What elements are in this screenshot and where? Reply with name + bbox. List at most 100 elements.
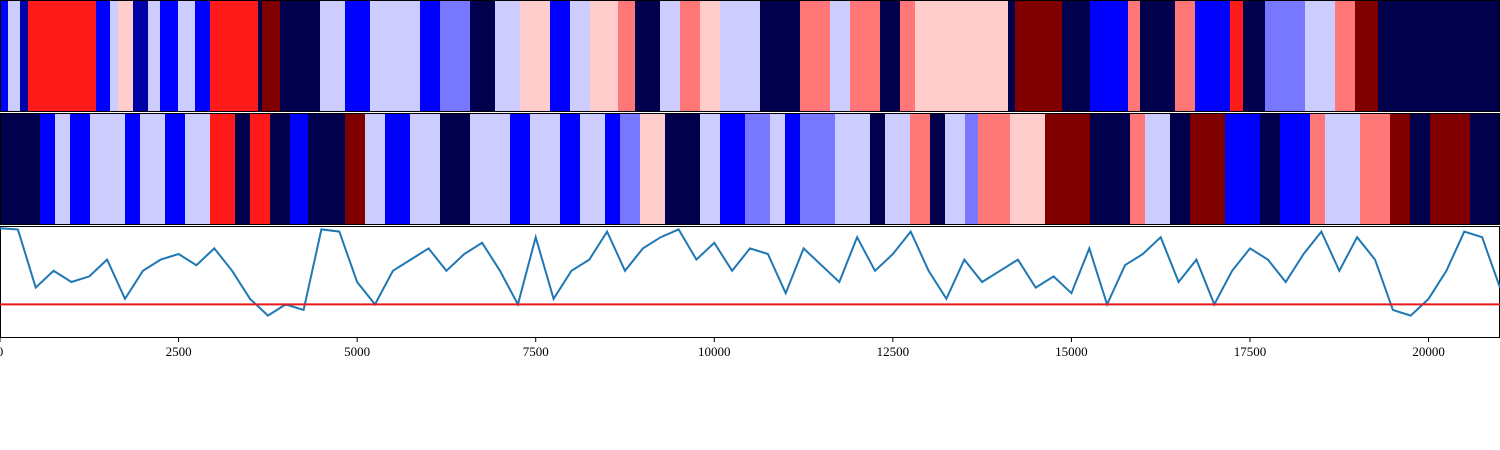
strip-segment xyxy=(258,0,262,112)
strip-segment xyxy=(1010,113,1045,225)
strip-segment xyxy=(0,113,40,225)
strip-segment xyxy=(320,0,345,112)
strip-segment xyxy=(880,0,900,112)
strip-segment xyxy=(1280,113,1310,225)
strip-segment xyxy=(660,0,680,112)
strip-segment xyxy=(560,113,580,225)
strip-segment xyxy=(280,0,320,112)
strip-segment xyxy=(1128,0,1140,112)
x-tick-label: 10000 xyxy=(698,344,731,359)
strip-segment xyxy=(635,0,660,112)
strip-segment xyxy=(520,0,550,112)
strip-segment xyxy=(185,113,210,225)
strip-segment xyxy=(1170,113,1190,225)
strip-segment xyxy=(745,113,770,225)
strip-segment xyxy=(1230,0,1243,112)
strip-segment xyxy=(125,113,140,225)
strip-segment xyxy=(1130,113,1145,225)
strip-segment xyxy=(580,113,605,225)
strip-segment xyxy=(110,0,118,112)
x-tick-label: 15000 xyxy=(1055,344,1088,359)
strip-segment xyxy=(1325,113,1360,225)
strip-segment xyxy=(1045,113,1090,225)
strip-segment xyxy=(850,0,880,112)
plot-frame xyxy=(0,226,1500,338)
strip-segment xyxy=(345,0,370,112)
strip-segment xyxy=(800,0,830,112)
strip-segment xyxy=(410,113,440,225)
strip-segment xyxy=(830,0,850,112)
strip-segment xyxy=(870,113,885,225)
strip-segment xyxy=(1335,0,1355,112)
strip-segment xyxy=(20,0,28,112)
strip-segment xyxy=(720,113,745,225)
strip-segment xyxy=(900,0,915,112)
strip-segment xyxy=(1190,113,1225,225)
strip-segment xyxy=(1243,0,1265,112)
strip-segment xyxy=(55,113,70,225)
strip-segment xyxy=(700,0,720,112)
strip-segment xyxy=(160,0,178,112)
strip-segment xyxy=(370,0,420,112)
strip-segment xyxy=(618,0,635,112)
strip-segment xyxy=(1355,0,1378,112)
strip-segment xyxy=(910,113,930,225)
strip-segment xyxy=(470,113,510,225)
strip-segment xyxy=(800,113,835,225)
x-tick-label: 7500 xyxy=(523,344,549,359)
strip-segment xyxy=(440,113,470,225)
strip-segment xyxy=(945,113,965,225)
strip-segment xyxy=(1225,113,1260,225)
strip-segment xyxy=(1470,113,1500,225)
strip-segment xyxy=(640,113,665,225)
strip-segment xyxy=(1090,113,1130,225)
strip-segment xyxy=(1140,0,1175,112)
strip-segment xyxy=(770,113,785,225)
strip-segment xyxy=(700,113,720,225)
strip-segment xyxy=(620,113,640,225)
strip-segment xyxy=(90,113,125,225)
strip-segment xyxy=(470,0,495,112)
strip-segment xyxy=(1175,0,1195,112)
strip-segment xyxy=(590,0,618,112)
x-tick-label: 17500 xyxy=(1234,344,1267,359)
strip-segment xyxy=(760,0,800,112)
strip-segment xyxy=(28,0,96,112)
strip-segment xyxy=(140,113,165,225)
data-line xyxy=(0,227,1500,317)
x-tick-label: 20000 xyxy=(1412,344,1445,359)
strip-segment xyxy=(148,0,160,112)
strip-segment xyxy=(210,0,258,112)
strip-segment xyxy=(385,113,410,225)
strip-segment xyxy=(165,113,185,225)
strip-segment xyxy=(930,113,945,225)
strip-segment xyxy=(1145,113,1170,225)
strip-segment xyxy=(270,113,290,225)
strip-segment xyxy=(345,113,365,225)
strip-segment xyxy=(440,0,470,112)
strip-segment xyxy=(1265,0,1305,112)
strip-segment xyxy=(1410,113,1430,225)
strip-segment xyxy=(290,113,308,225)
strip-segment xyxy=(1260,113,1280,225)
strip-segment xyxy=(570,0,590,112)
strip-segment xyxy=(510,113,530,225)
x-tick-label: 2500 xyxy=(166,344,192,359)
strip-segment xyxy=(785,113,800,225)
x-tick-label: 0 xyxy=(0,344,3,359)
strip-segment xyxy=(1430,113,1470,225)
strip-segment xyxy=(1305,0,1335,112)
strip-segment xyxy=(1378,0,1500,112)
strip-segment xyxy=(1062,0,1090,112)
strip-segment xyxy=(835,113,870,225)
strip-segment xyxy=(495,0,520,112)
strip-segment xyxy=(1008,0,1015,112)
strip-segment xyxy=(965,113,978,225)
strip-segment xyxy=(96,0,110,112)
strip-segment xyxy=(1310,113,1325,225)
strip-segment xyxy=(1360,113,1390,225)
strip-segment xyxy=(118,0,133,112)
x-tick-label: 12500 xyxy=(877,344,910,359)
